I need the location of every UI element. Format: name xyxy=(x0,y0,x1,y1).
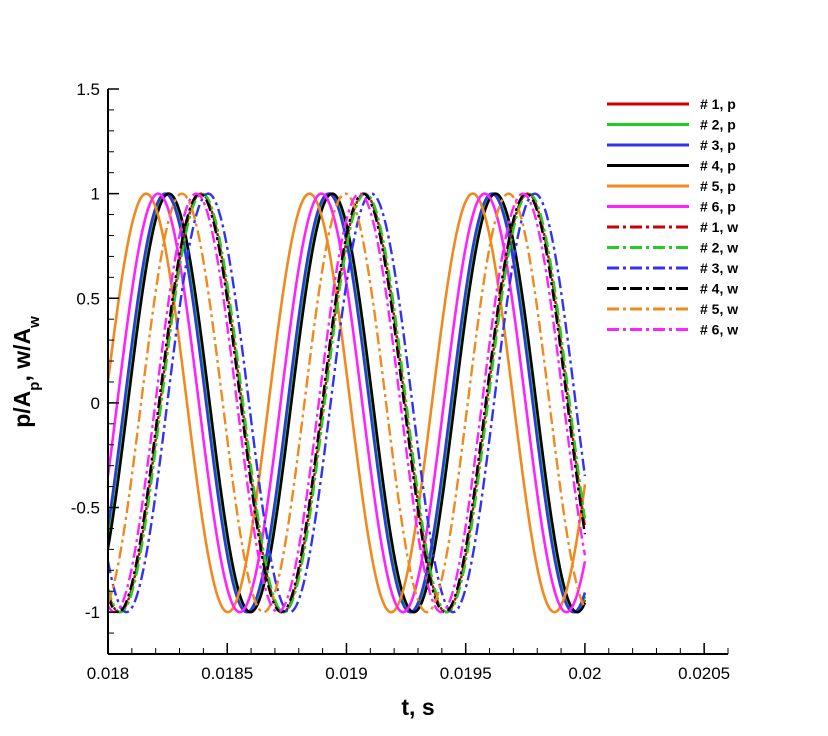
series-line-11 xyxy=(108,192,586,614)
legend-label-8: # 2, w xyxy=(700,240,738,256)
x-tick-label: 0.018 xyxy=(87,664,130,683)
y-tick-label: -1 xyxy=(85,603,100,622)
series-line-12 xyxy=(108,192,587,614)
y-tick-label: 0 xyxy=(91,394,100,413)
y-axis-title-subscript-2: w xyxy=(26,316,43,329)
legend-label-5: # 5, p xyxy=(700,178,736,194)
legend-label-7: # 1, w xyxy=(700,219,738,235)
y-axis-title: p/Ap, w/Aw xyxy=(9,316,43,428)
series-line-9 xyxy=(108,192,587,614)
axes-layer: 0.018 0.0185 0.019 0.0195 0.02 0.0205 -1 -0.5 0 0… xyxy=(71,80,730,683)
series-layer xyxy=(108,192,587,614)
x-tick-label: 0.02 xyxy=(568,664,601,683)
legend-label-10: # 4, w xyxy=(700,281,738,297)
x-tick-label: 0.019 xyxy=(325,664,368,683)
legend-label-11: # 5, w xyxy=(700,301,738,317)
x-tick-label: 0.0185 xyxy=(201,664,253,683)
legend-label-1: # 1, p xyxy=(700,96,736,112)
x-axis-title: t, s xyxy=(401,694,434,720)
legend-label-9: # 3, w xyxy=(700,260,738,276)
series-line-10 xyxy=(108,192,587,614)
y-tick-label: -0.5 xyxy=(71,499,100,518)
series-line-5 xyxy=(108,192,587,614)
y-tick-label: 1 xyxy=(91,185,100,204)
legend-label-4: # 4, p xyxy=(700,158,736,174)
y-tick-label: 0.5 xyxy=(76,289,100,308)
legend-label-3: # 3, p xyxy=(700,137,736,153)
legend-label-2: # 2, p xyxy=(700,117,736,133)
series-line-6 xyxy=(108,192,587,614)
x-tick-label: 0.0195 xyxy=(440,664,492,683)
y-tick-label: 1.5 xyxy=(76,80,100,99)
y-axis-title-subscript-1: p xyxy=(26,382,43,391)
series-line-8 xyxy=(108,192,587,614)
legend-label-6: # 6, p xyxy=(700,199,736,215)
y-axis-title-part-1: p/A xyxy=(9,391,35,428)
y-axis-title-part-2: , w/A xyxy=(9,328,35,382)
x-tick-label: 0.0205 xyxy=(678,664,730,683)
legend-label-12: # 6, w xyxy=(700,322,738,338)
legend: # 1, p # 2, p # 3, p # 4, p # 5, p # 6, p # 1,… xyxy=(607,96,738,338)
